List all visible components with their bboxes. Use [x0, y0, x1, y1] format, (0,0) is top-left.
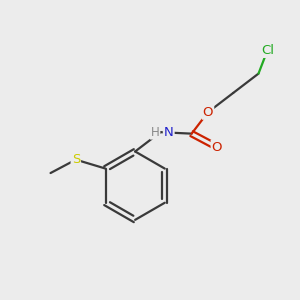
Text: O: O [212, 140, 222, 154]
Text: H: H [151, 126, 159, 139]
Text: S: S [72, 153, 80, 166]
Text: O: O [203, 106, 213, 119]
Text: Cl: Cl [261, 44, 274, 57]
Text: N: N [164, 126, 174, 139]
